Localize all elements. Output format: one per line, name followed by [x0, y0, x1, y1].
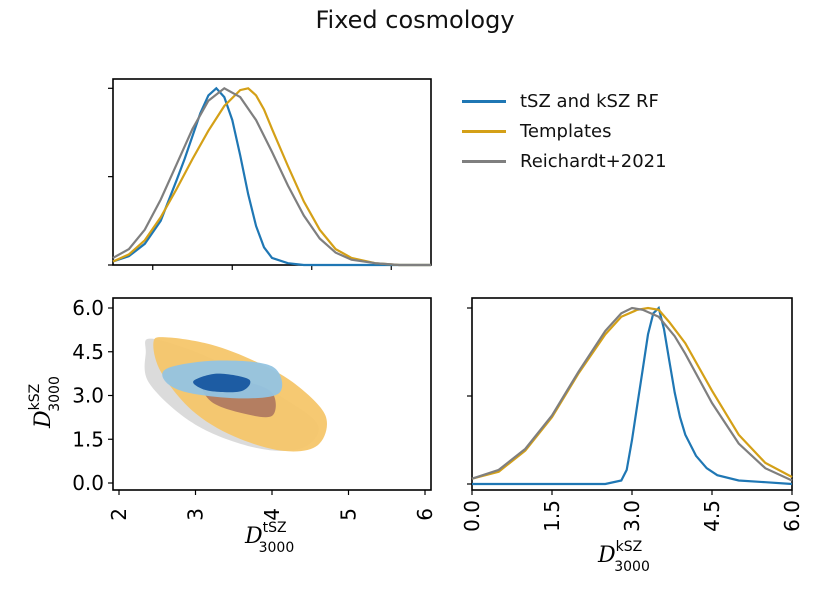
axes-frame: [112, 78, 432, 266]
x-tick-label: 2: [107, 508, 131, 521]
series-line: [112, 87, 431, 267]
panel-ksz-marginal: 0.0 1.5 3.0 4.5 6.0 DkSZ 3000: [460, 297, 804, 575]
x-axis-label: DtSZ 3000: [244, 520, 294, 556]
y-tick-label: 4.5: [72, 340, 104, 364]
x-axis-label: DkSZ 3000: [597, 539, 650, 575]
series-line: [112, 86, 431, 267]
y-tick-label: 0.0: [72, 471, 104, 495]
panel-tsz-marginal: [108, 78, 432, 270]
series-line: [112, 86, 431, 267]
contour-region: [193, 373, 251, 393]
x-tick-label: 4.5: [700, 500, 724, 532]
legend-entry: tSZ and kSZ RF: [462, 86, 667, 116]
y-tick-label: 3.0: [72, 384, 104, 408]
x-tick-label: 3: [184, 508, 208, 521]
legend-swatch: [462, 159, 506, 163]
x-tick-label: 5: [337, 508, 361, 521]
x-tick-label: 0.0: [460, 500, 484, 532]
x-tick-label: 1.5: [540, 500, 564, 532]
y-tick-label: 1.5: [72, 427, 104, 451]
legend: tSZ and kSZ RF Templates Reichardt+2021: [462, 86, 667, 176]
legend-label: Templates: [520, 120, 612, 142]
figure-title: Fixed cosmology: [315, 6, 515, 34]
legend-swatch: [462, 99, 506, 103]
x-tick-label: 3.0: [620, 500, 644, 532]
series-line: [472, 305, 793, 486]
legend-entry: Reichardt+2021: [462, 146, 667, 176]
legend-label: Reichardt+2021: [520, 150, 667, 172]
y-tick-label: 6.0: [72, 296, 104, 320]
legend-entry: Templates: [462, 116, 667, 146]
y-axis-label: DkSZ 3000: [27, 376, 63, 429]
legend-swatch: [462, 129, 506, 133]
x-tick-label: 6.0: [780, 500, 804, 532]
panel-2d-posterior: 2 3 4 5 6 0.0 1.5 3.0 4.5 6.0 DtSZ 3000 DkSZ 3000: [27, 296, 437, 556]
legend-label: tSZ and kSZ RF: [520, 90, 659, 112]
x-tick-label: 6: [413, 508, 437, 521]
axes-frame: [471, 297, 793, 491]
x-tick-label: 4: [260, 508, 284, 521]
series-line: [471, 306, 793, 482]
